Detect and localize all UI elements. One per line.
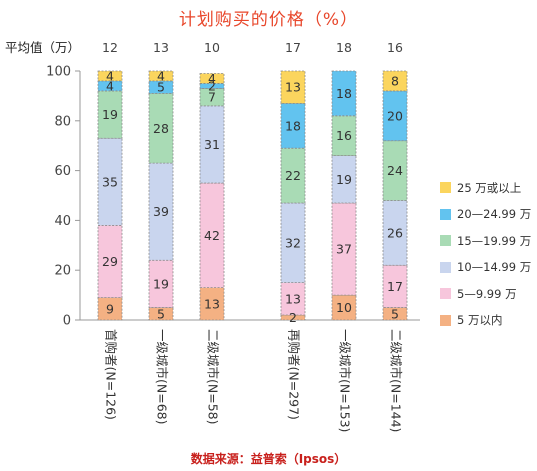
y-tick-label: 60 xyxy=(54,164,71,179)
axis-layer: 0 20 40 60 80 100 xyxy=(46,65,420,329)
segment-value-label: 2 xyxy=(208,78,216,93)
segment-value-label: 19 xyxy=(102,107,118,122)
bar-segment xyxy=(148,259,174,308)
legend-item: 10—14.99 万 xyxy=(440,258,531,277)
segment-value-label: 18 xyxy=(336,86,352,101)
legend-label: 15—19.99 万 xyxy=(457,233,532,248)
bar-segment xyxy=(280,147,306,204)
legend-item: 20—24.99 万 xyxy=(440,205,531,224)
bars-layer xyxy=(97,70,408,321)
category-label: 二级城市(N=144) xyxy=(389,329,404,432)
segment-value-label: 13 xyxy=(285,291,301,306)
bar-segment xyxy=(199,73,225,84)
legend-swatch xyxy=(440,208,451,220)
segment-value-label: 16 xyxy=(336,128,352,143)
segment-value-label: 26 xyxy=(387,225,403,240)
segment-value-label: 24 xyxy=(387,163,403,178)
legend-label: 5—9.99 万 xyxy=(457,286,517,301)
segment-value-label: 20 xyxy=(387,108,403,123)
bar-segment xyxy=(148,162,174,261)
segment-value-label: 42 xyxy=(204,228,220,243)
legend: 25 万或以上 20—24.99 万 15—19.99 万 10—14.99 万 5—9… xyxy=(440,178,531,337)
segment-value-label: 5 xyxy=(391,306,399,321)
average-value: 13 xyxy=(153,40,169,55)
bar-segment xyxy=(382,264,408,308)
segment-value-label: 32 xyxy=(285,235,301,250)
segment-value-label: 37 xyxy=(336,242,352,257)
bar-segment xyxy=(148,70,174,82)
legend-label: 10—14.99 万 xyxy=(457,260,532,274)
segment-value-label: 35 xyxy=(102,174,118,189)
bar-segment xyxy=(331,115,357,157)
bar-segment xyxy=(331,70,357,117)
category-label: 二级城市(N=58) xyxy=(206,329,221,424)
category-label: 再购者(N=297) xyxy=(287,329,302,420)
legend-item: 15—19.99 万 xyxy=(440,231,531,250)
segment-value-label: 4 xyxy=(157,68,165,83)
category-label: 一级城市(N=68) xyxy=(155,329,170,424)
segment-value-label: 22 xyxy=(285,168,301,183)
category-label: 一级城市(N=153) xyxy=(338,329,353,432)
segment-value-label: 19 xyxy=(336,172,352,187)
segment-value-label: 7 xyxy=(208,90,216,105)
legend-swatch xyxy=(440,314,451,326)
segment-value-label: 2 xyxy=(289,310,297,325)
legend-swatch xyxy=(440,235,451,246)
legend-item: 25 万或以上 xyxy=(440,178,531,197)
segment-value-label: 28 xyxy=(153,121,169,136)
y-tick-label: 20 xyxy=(54,264,71,279)
segment-value-label: 5 xyxy=(157,306,165,321)
segment-value-label: 4 xyxy=(106,68,114,83)
segment-value-label: 29 xyxy=(102,254,118,269)
bar-segment xyxy=(280,202,306,284)
average-value: 12 xyxy=(102,40,118,55)
y-tick-label: 0 xyxy=(63,314,71,329)
segment-value-label: 5 xyxy=(157,80,165,95)
bar-segment xyxy=(199,182,225,289)
segment-value-label: 13 xyxy=(204,296,220,311)
legend-swatch xyxy=(440,182,451,193)
segment-value-label: 17 xyxy=(387,279,403,294)
segment-value-label: 13 xyxy=(285,80,301,95)
average-value: 17 xyxy=(285,40,301,55)
legend-label: 5 万以内 xyxy=(457,313,503,327)
bar-segment xyxy=(382,140,408,201)
segment-value-label: 18 xyxy=(285,118,301,133)
segment-value-label: 10 xyxy=(336,300,352,315)
bar-segment xyxy=(280,102,306,149)
average-axis-label: 平均值（万） xyxy=(5,40,80,55)
segment-value-label: 4 xyxy=(106,78,114,93)
bar-segment xyxy=(382,70,408,92)
legend-label: 20—24.99 万 xyxy=(457,207,532,221)
y-tick-label: 40 xyxy=(54,214,71,229)
segment-value-label: 4 xyxy=(208,71,216,86)
bar-segment xyxy=(280,282,306,316)
segment-value-label: 8 xyxy=(391,73,399,88)
legend-item: 5 万以内 xyxy=(440,311,531,330)
segment-value-label: 9 xyxy=(106,301,114,316)
bar-segment xyxy=(148,93,174,164)
chart-title: 计划购买的价格（%） xyxy=(178,10,359,30)
segment-value-label: 31 xyxy=(204,137,220,152)
average-value: 16 xyxy=(387,40,403,55)
segment-value-label: 19 xyxy=(153,276,169,291)
source-note: 数据来源：益普索（Ipsos） xyxy=(190,452,347,466)
y-tick-label: 100 xyxy=(46,65,71,80)
legend-swatch xyxy=(440,288,451,299)
average-value: 10 xyxy=(204,40,220,55)
average-value: 18 xyxy=(336,40,352,55)
bar-segment xyxy=(97,70,123,82)
labels-layer: 平均值（万） 12 13 10 17 18 16929351944首购者(N=126)519… xyxy=(5,40,404,432)
segment-value-label: 39 xyxy=(153,204,169,219)
legend-swatch xyxy=(440,261,451,273)
legend-item: 5—9.99 万 xyxy=(440,284,531,303)
bar-segment xyxy=(331,202,357,296)
bar-segment xyxy=(97,137,123,226)
bar-segment xyxy=(280,70,306,104)
y-tick-label: 80 xyxy=(54,114,71,129)
legend-label: 25 万或以上 xyxy=(457,180,522,195)
category-label: 首购者(N=126) xyxy=(104,329,119,420)
bar-segment xyxy=(382,200,408,266)
